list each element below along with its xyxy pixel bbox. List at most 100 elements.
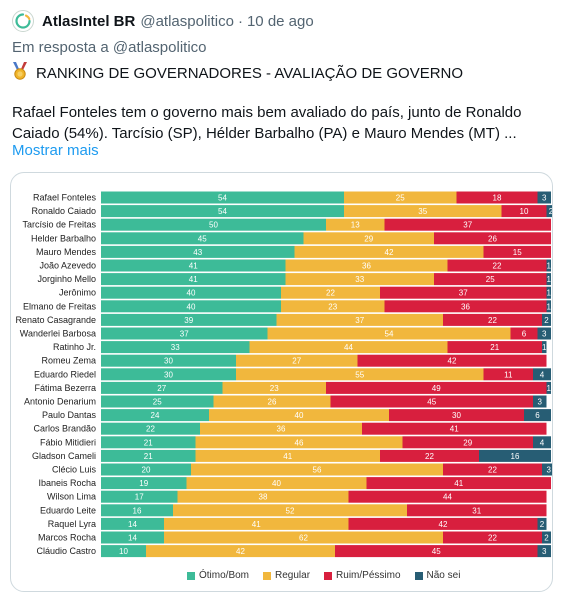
data-label-carlos-brandao-otimo-bom: 22 xyxy=(146,425,155,434)
data-label-joao-azevedo-regular: 36 xyxy=(362,262,371,271)
bar-segment-joao-azevedo-regular xyxy=(285,259,448,272)
bar-segment-jorginho-mello-ruim-pessimo xyxy=(434,273,547,286)
bar-segment-rafael-fonteles-regular xyxy=(344,191,457,204)
category-label-marcos-rocha: Marcos Rocha xyxy=(38,533,96,543)
medal-icon xyxy=(12,62,28,84)
data-label-helder-barbalho-regular: 29 xyxy=(364,234,373,243)
data-label-wilson-lima-regular: 38 xyxy=(259,493,268,502)
bar-segment-carlos-brandao-otimo-bom xyxy=(101,422,200,435)
category-label-tarcisio-de-freitas: Tarcísio de Freitas xyxy=(22,220,96,230)
bar-segment-rafael-fonteles-ruim-pessimo xyxy=(456,191,538,204)
bar-segment-ratinho-jr-otimo-bom xyxy=(101,341,250,354)
bar-segment-renato-casagrande-nao-sei xyxy=(542,313,551,326)
data-label-ratinho-jr-otimo-bom: 33 xyxy=(171,343,180,352)
data-label-wanderlei-barbosa-ruim-pessimo: 6 xyxy=(522,330,527,339)
data-label-claudio-castro-ruim-pessimo: 45 xyxy=(432,547,441,556)
bar-segment-rafael-fonteles-otimo-bom xyxy=(101,191,344,204)
bar-segment-fatima-bezerra-otimo-bom xyxy=(101,381,223,394)
bar-segment-paulo-dantas-regular xyxy=(209,409,389,422)
data-label-ratinho-jr-nao-sei: 1 xyxy=(542,343,547,352)
data-label-eduardo-riedel-otimo-bom: 30 xyxy=(164,370,173,379)
data-label-ronaldo-caiado-nao-sei: 2 xyxy=(549,207,553,216)
bar-segment-ratinho-jr-regular xyxy=(249,341,448,354)
bar-segment-wanderlei-barbosa-regular xyxy=(267,327,511,340)
data-label-fatima-bezerra-otimo-bom: 27 xyxy=(157,384,166,393)
bar-segment-eduardo-riedel-regular xyxy=(236,368,484,381)
separator-dot: · xyxy=(237,12,243,30)
data-label-clecio-luis-nao-sei: 3 xyxy=(547,466,552,475)
bar-segment-ratinho-jr-ruim-pessimo xyxy=(447,341,542,354)
bar-segment-marcos-rocha-ruim-pessimo xyxy=(443,531,542,544)
bar-segment-carlos-brandao-regular xyxy=(200,422,362,435)
category-label-elmano-de-freitas: Elmano de Freitas xyxy=(23,301,97,311)
bar-segment-ibaneis-rocha-regular xyxy=(186,477,367,490)
data-label-helder-barbalho-otimo-bom: 45 xyxy=(198,234,207,243)
reply-handle-link[interactable]: @atlaspolitico xyxy=(112,39,207,56)
bar-segment-joao-azevedo-otimo-bom xyxy=(101,259,286,272)
data-label-mauro-mendes-regular: 42 xyxy=(385,248,394,257)
data-label-eduardo-riedel-ruim-pessimo: 11 xyxy=(504,370,513,379)
bar-segment-marcos-rocha-nao-sei xyxy=(542,531,551,544)
bar-segment-jorginho-mello-otimo-bom xyxy=(101,273,286,286)
data-label-fatima-bezerra-nao-sei: 1 xyxy=(547,384,552,393)
data-label-wanderlei-barbosa-nao-sei: 3 xyxy=(542,330,547,339)
category-label-raquel-lyra: Raquel Lyra xyxy=(48,519,96,529)
bar-segment-fabio-mitidieri-nao-sei xyxy=(533,436,551,449)
reply-prefix: Em resposta a xyxy=(12,39,109,56)
data-label-wilson-lima-ruim-pessimo: 44 xyxy=(443,493,452,502)
bar-segment-wanderlei-barbosa-otimo-bom xyxy=(101,327,268,340)
data-label-gladson-cameli-otimo-bom: 21 xyxy=(144,452,153,461)
author-handle[interactable]: @atlaspolitico xyxy=(140,12,234,30)
bar-segment-fabio-mitidieri-regular xyxy=(195,436,403,449)
data-label-ratinho-jr-regular: 44 xyxy=(344,343,353,352)
bar-segment-gladson-cameli-ruim-pessimo xyxy=(380,449,479,462)
category-label-joao-azevedo: João Azevedo xyxy=(39,261,96,271)
legend-item-otimo-bom: Ótimo/Bom xyxy=(187,570,249,581)
data-label-eduardo-riedel-nao-sei: 4 xyxy=(540,370,545,379)
bar-segment-claudio-castro-regular xyxy=(146,545,335,558)
data-label-gladson-cameli-nao-sei: 16 xyxy=(511,452,520,461)
bar-segment-antonio-denarium-nao-sei xyxy=(533,395,547,408)
data-label-eduardo-riedel-regular: 55 xyxy=(355,370,364,379)
legend-swatch-regular xyxy=(263,571,272,580)
bar-segment-wilson-lima-regular xyxy=(177,490,349,503)
data-label-marcos-rocha-nao-sei: 2 xyxy=(544,534,549,543)
bar-segment-clecio-luis-nao-sei xyxy=(542,463,552,476)
bar-segment-jeronimo-otimo-bom xyxy=(101,286,281,299)
data-label-eduardo-leite-otimo-bom: 16 xyxy=(133,506,142,515)
data-label-jeronimo-nao-sei: 1 xyxy=(547,289,552,298)
data-label-gladson-cameli-ruim-pessimo: 22 xyxy=(425,452,434,461)
category-label-wilson-lima: Wilson Lima xyxy=(47,492,96,502)
chart-legend: Ótimo/Bom Regular Ruim/Péssimo Não sei xyxy=(187,570,474,581)
bar-segment-ronaldo-caiado-ruim-pessimo xyxy=(501,205,547,218)
data-label-fabio-mitidieri-ruim-pessimo: 29 xyxy=(463,438,472,447)
data-label-renato-casagrande-regular: 37 xyxy=(355,316,364,325)
bar-segment-raquel-lyra-ruim-pessimo xyxy=(348,517,538,530)
category-label-antonio-denarium: Antonio Denarium xyxy=(24,397,96,407)
legend-label-otimo-bom: Ótimo/Bom xyxy=(199,570,250,581)
legend-swatch-nao-sei xyxy=(414,571,423,580)
bar-segment-tarcisio-de-freitas-regular xyxy=(326,218,385,231)
data-label-joao-azevedo-nao-sei: 1 xyxy=(547,262,552,271)
show-more-link[interactable]: Mostrar mais xyxy=(12,142,99,159)
data-label-gladson-cameli-regular: 41 xyxy=(283,452,292,461)
bar-segment-fabio-mitidieri-otimo-bom xyxy=(101,436,196,449)
bar-segment-romeu-zema-regular xyxy=(236,354,358,367)
bar-segment-tarcisio-de-freitas-ruim-pessimo xyxy=(384,218,551,231)
bar-segment-jeronimo-ruim-pessimo xyxy=(380,286,547,299)
bar-segment-claudio-castro-ruim-pessimo xyxy=(335,545,538,558)
data-label-raquel-lyra-nao-sei: 2 xyxy=(540,520,545,529)
chart-image-card[interactable]: Rafael Fonteles 54 25 18 3 Ronaldo Caiado 54 35… xyxy=(10,172,553,592)
data-label-antonio-denarium-ruim-pessimo: 45 xyxy=(427,398,436,407)
data-label-claudio-castro-otimo-bom: 10 xyxy=(119,547,128,556)
bar-segment-claudio-castro-otimo-bom xyxy=(101,545,146,558)
category-label-paulo-dantas: Paulo Dantas xyxy=(42,410,97,420)
category-label-rafael-fonteles: Rafael Fonteles xyxy=(33,193,97,203)
tweet-timestamp[interactable]: 10 de ago xyxy=(246,12,314,30)
author-avatar[interactable] xyxy=(12,10,34,32)
data-label-elmano-de-freitas-ruim-pessimo: 36 xyxy=(461,302,470,311)
bar-segment-raquel-lyra-regular xyxy=(164,517,349,530)
data-label-claudio-castro-regular: 42 xyxy=(236,547,245,556)
data-label-helder-barbalho-ruim-pessimo: 26 xyxy=(488,234,497,243)
author-name[interactable]: AtlasIntel BR xyxy=(42,12,136,30)
